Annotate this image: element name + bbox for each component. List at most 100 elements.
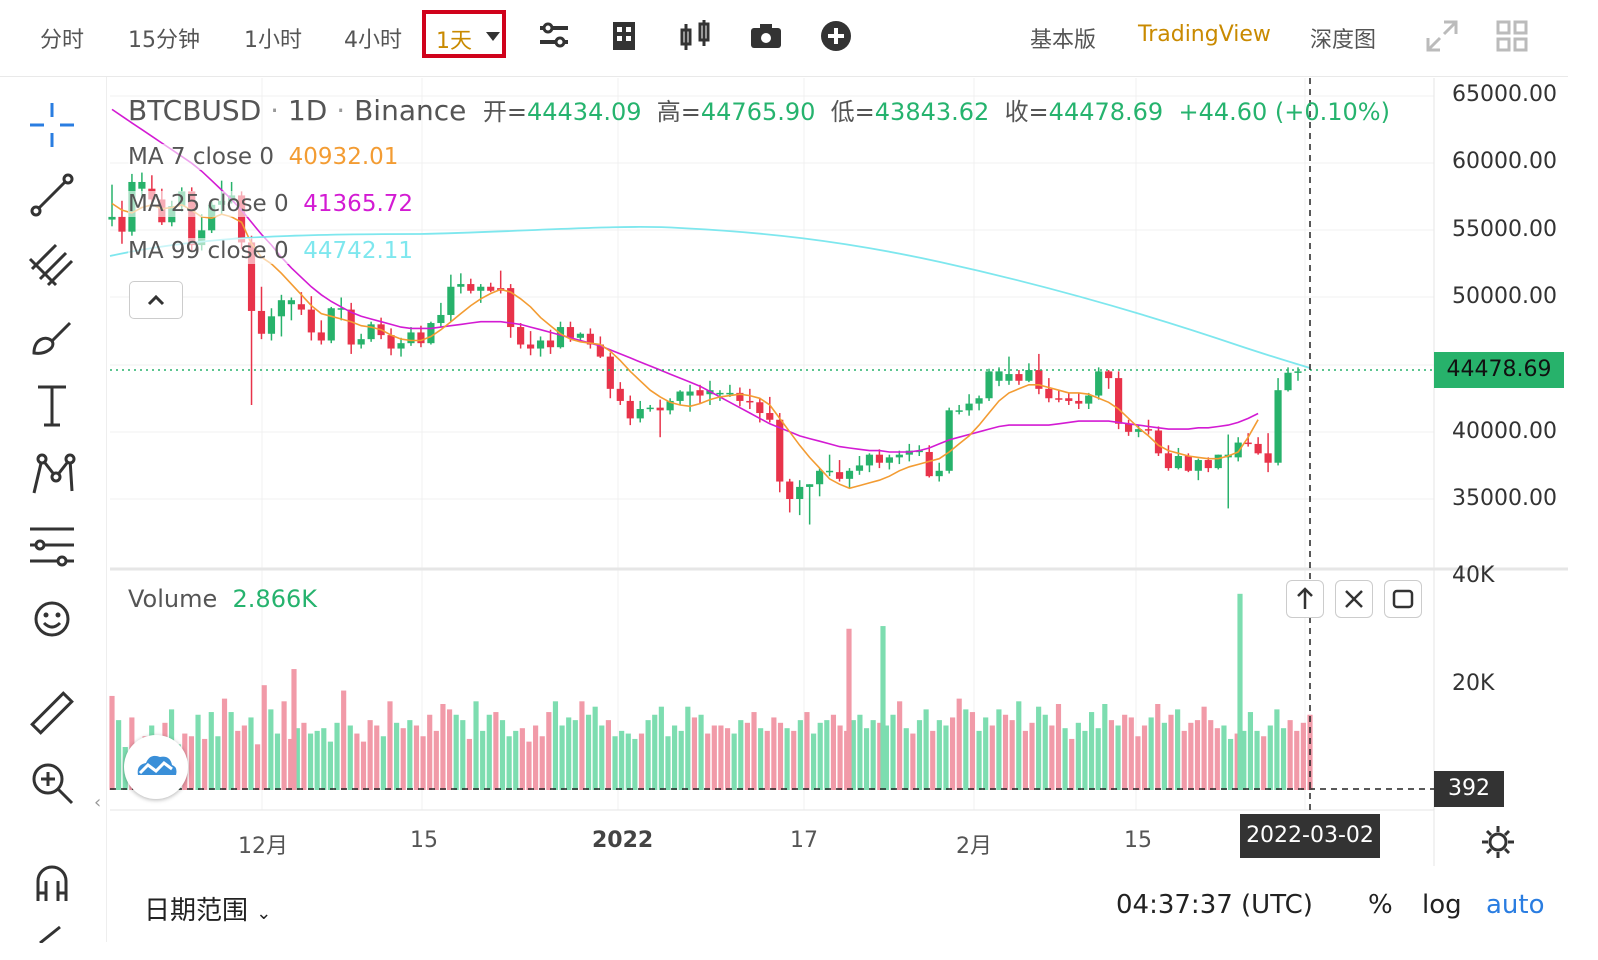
volume-bar: [857, 714, 863, 790]
pane-close-button[interactable]: [1335, 580, 1373, 618]
volume-bar: [493, 712, 499, 790]
ruler-icon[interactable]: [26, 687, 78, 739]
candle-body: [656, 407, 664, 411]
pane-maximize-button[interactable]: [1384, 580, 1422, 618]
pencil-lock-icon[interactable]: [26, 923, 78, 943]
volume-bar: [341, 690, 347, 790]
candle-body: [816, 470, 824, 485]
log-toggle[interactable]: log: [1422, 890, 1462, 920]
candle-body: [1204, 460, 1212, 469]
crosshair-icon[interactable]: [26, 99, 78, 151]
volume-bar: [883, 725, 889, 790]
interval-4h[interactable]: 4小时: [344, 28, 402, 53]
fullscreen-icon[interactable]: [1422, 16, 1462, 56]
candle-body: [995, 371, 1003, 381]
brush-icon[interactable]: [26, 309, 78, 361]
view-basic-link[interactable]: 基本版: [1030, 28, 1097, 53]
fib-tool-icon[interactable]: [26, 239, 78, 291]
collapse-legend-button[interactable]: [129, 281, 183, 319]
volume-bar: [930, 730, 936, 790]
price-chart[interactable]: [0, 0, 1568, 942]
interval-1d-dropdown[interactable]: 1天: [422, 10, 506, 58]
volume-bar: [473, 701, 479, 790]
chevron-down-icon: ⌄: [256, 903, 272, 924]
view-tradingview-link[interactable]: TradingView: [1138, 22, 1271, 47]
volume-bar: [936, 720, 942, 790]
volume-bar: [1261, 736, 1267, 790]
volume-bar: [235, 730, 241, 790]
measure-projection-icon[interactable]: [26, 519, 78, 571]
candle-body: [636, 408, 644, 419]
volume-bar: [797, 720, 803, 790]
candle-body: [965, 403, 973, 411]
ma99-legend[interactable]: MA 99 close 0 44742.11: [128, 238, 414, 264]
interval-15m[interactable]: 15分钟: [128, 28, 200, 53]
candle-body: [257, 310, 266, 334]
volume-bar: [1241, 730, 1247, 790]
candle-body: [576, 333, 585, 338]
indicators-icon[interactable]: [604, 16, 644, 56]
candle-body: [975, 398, 983, 404]
close-value: 44478.69: [1048, 98, 1164, 126]
magnet-icon[interactable]: [26, 857, 78, 909]
candle-body: [287, 300, 295, 305]
candle-body: [407, 332, 415, 344]
volume-bar: [195, 714, 201, 790]
camera-icon[interactable]: [746, 16, 786, 56]
volume-legend[interactable]: Volume 2.866K: [128, 585, 317, 613]
candle-body: [1115, 378, 1123, 424]
candle-body: [1085, 395, 1093, 404]
volume-bar: [374, 725, 380, 790]
emoji-icon[interactable]: [26, 593, 78, 645]
grid-layout-icon[interactable]: [1492, 16, 1532, 56]
low-value: 43843.62: [874, 98, 990, 126]
price-axis-label: 35000.00: [1452, 486, 1557, 511]
volume-bar: [221, 698, 228, 790]
zoom-in-icon[interactable]: [26, 757, 78, 809]
volume-bar: [572, 720, 578, 790]
volume-bar: [1237, 593, 1243, 790]
candle-body: [477, 286, 485, 291]
volume-bar: [1175, 709, 1181, 790]
view-depth-link[interactable]: 深度图: [1310, 28, 1377, 53]
volume-bar: [433, 730, 439, 790]
volume-bar: [1161, 722, 1167, 790]
volume-bar: [764, 730, 770, 790]
utc-clock[interactable]: 04:37:37 (UTC): [1116, 890, 1313, 920]
candle-body: [726, 392, 734, 395]
volume-bar: [685, 706, 691, 790]
volume-bar: [552, 701, 559, 790]
candle-body: [467, 284, 475, 291]
symbol-name[interactable]: BTCBUSD: [128, 94, 262, 127]
ma7-legend[interactable]: MA 7 close 0 40932.01: [128, 144, 399, 170]
pattern-tool-icon[interactable]: [26, 449, 78, 501]
candle-body: [1244, 442, 1252, 445]
date-range-dropdown[interactable]: 日期范围 ⌄: [144, 896, 272, 926]
volume-bar: [208, 712, 214, 790]
volume-bar: [943, 725, 949, 790]
volume-bar: [1069, 738, 1075, 790]
volume-bar: [1141, 725, 1148, 790]
chart-settings-gear-icon[interactable]: [1478, 822, 1518, 862]
volume-bar: [638, 733, 645, 790]
scroll-left-icon[interactable]: ‹: [94, 792, 102, 813]
close-icon: [1345, 590, 1363, 608]
candle-type-icon[interactable]: [676, 16, 716, 56]
ma25-legend[interactable]: MA 25 close 0 41365.72: [128, 191, 414, 217]
text-tool-icon[interactable]: [26, 379, 78, 431]
candle-body: [666, 400, 674, 411]
trend-line-icon[interactable]: [26, 169, 78, 221]
volume-bar: [539, 736, 545, 790]
volume-bar: [427, 714, 433, 790]
add-circle-icon[interactable]: [816, 16, 856, 56]
settings-sliders-icon[interactable]: [534, 16, 574, 56]
interval-timeline[interactable]: 分时: [40, 28, 85, 53]
open-value: 44434.09: [527, 98, 642, 126]
arrow-up-icon: [1297, 587, 1313, 609]
volume-bar: [863, 728, 870, 790]
auto-toggle[interactable]: auto: [1486, 890, 1545, 920]
volume-bar: [744, 722, 750, 790]
pane-move-up-button[interactable]: [1286, 580, 1324, 618]
interval-1h[interactable]: 1小时: [244, 28, 302, 53]
percent-toggle[interactable]: %: [1368, 890, 1393, 920]
